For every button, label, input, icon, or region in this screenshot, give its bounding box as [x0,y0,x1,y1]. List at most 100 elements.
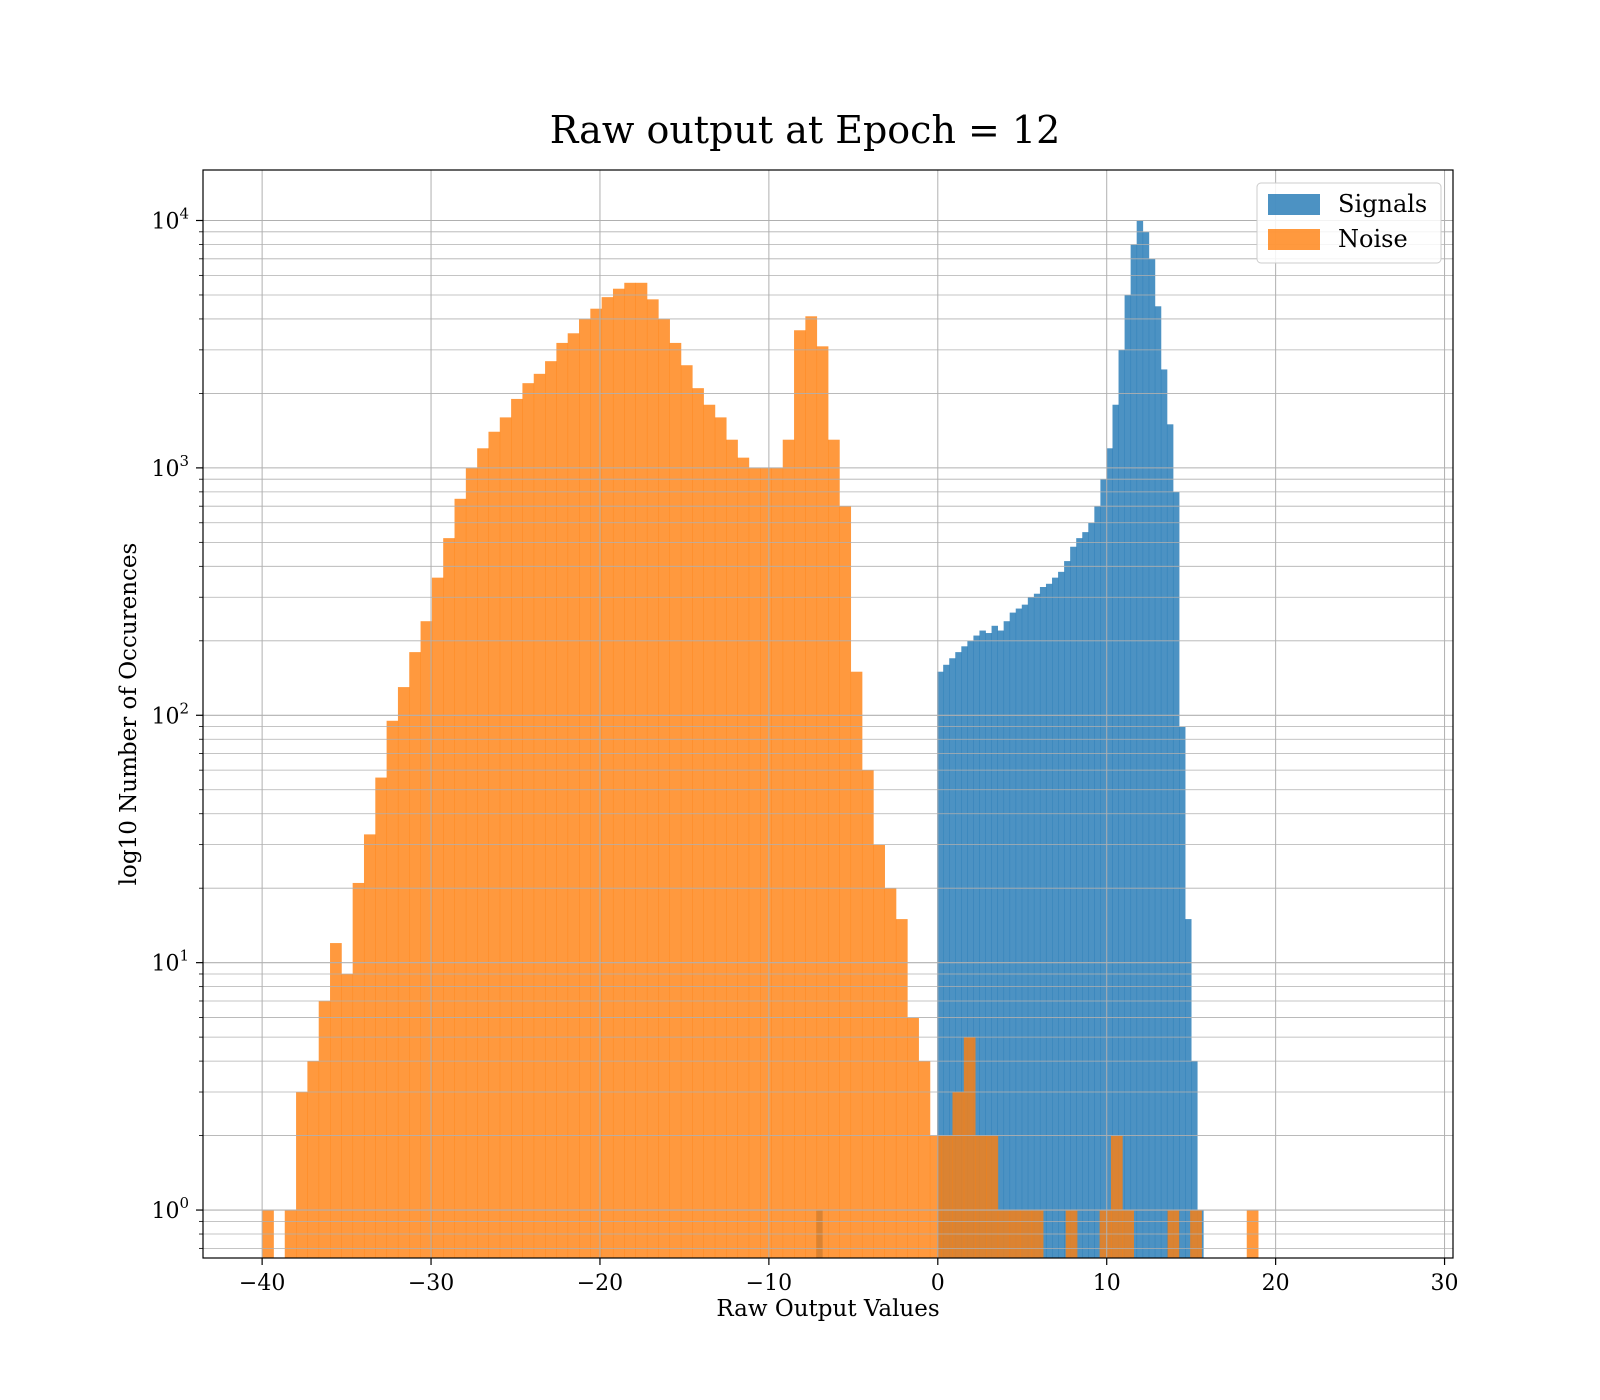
bar [955,652,962,1258]
bar [794,330,806,1258]
y-tick-label: 101 [151,947,189,977]
bar [1166,424,1174,1258]
legend: Signals Noise [1256,182,1442,264]
bar [985,633,992,1258]
bar [443,538,455,1258]
bar [431,577,444,1258]
bar [991,625,998,1258]
bar [1076,538,1083,1258]
bar [579,318,591,1258]
bar [352,882,365,1258]
bar [952,1092,965,1258]
bar [918,1061,931,1258]
bar [839,506,852,1259]
bar [1021,604,1029,1258]
bar [967,640,974,1258]
bar [748,467,761,1258]
bar [714,417,727,1258]
x-tick-label: 0 [931,1271,945,1296]
x-tick-label: −20 [577,1271,623,1296]
bar [937,671,944,1258]
bar [943,664,950,1258]
bar [884,888,897,1258]
bar [1039,587,1047,1258]
x-tick-label: −40 [239,1271,285,1296]
bar [1154,306,1162,1258]
bar [805,316,818,1258]
bar [973,635,980,1258]
series-signals [816,220,1204,1259]
bar [1142,231,1150,1258]
bar [1185,919,1192,1258]
bar [499,417,512,1258]
bar [941,1135,953,1258]
bar [646,299,659,1259]
bar [420,621,433,1258]
bar [296,1092,308,1258]
bar [1179,726,1186,1258]
bar [726,439,738,1258]
y-tick-label: 100 [151,1194,189,1224]
bar [1118,349,1125,1259]
bar [1094,506,1101,1259]
bar [771,467,784,1258]
bar [409,652,421,1258]
bar [1112,404,1119,1259]
bar [658,318,670,1258]
bar [828,439,840,1258]
bar [979,630,986,1258]
bar [1045,583,1053,1258]
bar [511,398,523,1258]
bar [1058,571,1065,1258]
x-tick-label: 10 [1093,1271,1121,1296]
bar [556,342,569,1258]
legend-label-signals: Signals [1338,190,1427,218]
bar [397,687,410,1258]
bar [1009,612,1017,1258]
bar [680,365,693,1259]
bar [1027,597,1035,1258]
bar [961,646,968,1258]
legend-label-noise: Noise [1338,225,1408,253]
x-axis-label: Raw Output Values [716,1296,939,1322]
bar [1015,608,1023,1258]
y-tick-label: 102 [151,699,189,729]
bar [963,1037,976,1258]
bar [386,720,399,1258]
bar [895,919,908,1258]
bar [1124,294,1132,1259]
bar [454,498,467,1258]
bar [1130,244,1138,1259]
bar [1088,522,1095,1258]
bar [949,658,956,1258]
bar [703,404,716,1259]
bar [1064,561,1071,1258]
bar [1100,479,1107,1259]
bar [522,383,535,1258]
bar [567,333,580,1258]
bar [1106,448,1113,1258]
y-tick-label: 103 [151,452,189,482]
y-axis-label: log10 Number of Occurences [116,543,142,886]
bar [363,834,376,1258]
bar [1003,621,1011,1258]
bar [601,297,614,1258]
bar [477,448,489,1258]
bar [737,457,750,1258]
bar [1191,1061,1198,1258]
bar [318,1000,331,1258]
plot-frame [202,169,1454,1259]
bar [692,388,704,1258]
legend-swatch-signals [1268,194,1320,215]
legend-swatch-noise [1268,229,1320,250]
bar [760,467,772,1258]
x-tick-label: −30 [408,1271,454,1296]
bar [986,1135,999,1258]
x-tick-label: 20 [1262,1271,1290,1296]
bar [533,373,546,1259]
bar [307,1061,320,1258]
bar [975,1135,987,1258]
bar [1052,577,1059,1258]
bar [929,1135,942,1258]
